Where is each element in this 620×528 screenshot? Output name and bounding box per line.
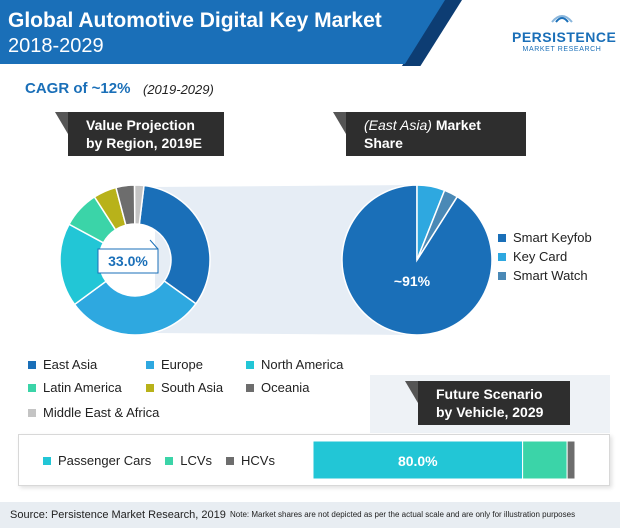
bar-segment-passenger-cars bbox=[313, 440, 524, 480]
donut-slice-middle-east-africa bbox=[133, 184, 145, 226]
legend-swatch bbox=[146, 383, 154, 392]
legend-swatch bbox=[28, 383, 36, 392]
footer-source: Source: Persistence Market Research, 201… bbox=[10, 509, 226, 521]
product-pie-chart: ~91% bbox=[341, 184, 493, 336]
legend-swatch bbox=[28, 408, 36, 417]
vehicle-panel-title: Future Scenario by Vehicle, 2029 bbox=[418, 381, 570, 425]
legend-label: South Asia bbox=[161, 380, 224, 395]
legend-label: Latin America bbox=[43, 380, 122, 395]
logo-main-text: PERSISTENCE bbox=[512, 29, 617, 45]
legend-swatch bbox=[246, 383, 254, 392]
product-title-rest: Market Share bbox=[364, 117, 481, 151]
footer-note: Note: Market shares are not depicted as … bbox=[230, 510, 576, 519]
legend-label: North America bbox=[261, 357, 344, 372]
legend-swatch bbox=[226, 456, 235, 465]
donut-label-box bbox=[97, 248, 159, 274]
legend-label: Oceania bbox=[261, 380, 310, 395]
donut-slice-europe bbox=[73, 279, 197, 336]
legend-swatch bbox=[498, 252, 506, 261]
header-banner bbox=[0, 0, 445, 64]
product-title-italic: (East Asia) bbox=[364, 117, 432, 133]
donut-slice-east-asia bbox=[138, 184, 211, 305]
legend-label: Smart Keyfob bbox=[513, 230, 592, 245]
legend-swatch bbox=[165, 456, 174, 465]
region-legend-item-north-america: North America bbox=[246, 357, 343, 372]
legend-swatch bbox=[498, 271, 506, 280]
region-legend-item-middle-east-africa: Middle East & Africa bbox=[28, 405, 159, 420]
region-donut-label-group: 33.0% bbox=[97, 239, 159, 274]
region-panel-title: Value Projection by Region, 2019E bbox=[68, 112, 224, 156]
legend-swatch bbox=[246, 360, 254, 369]
product-legend-item-2: Key Card bbox=[498, 249, 567, 264]
legend-swatch bbox=[498, 233, 506, 242]
cagr-period: (2019-2029) bbox=[143, 82, 214, 97]
legend-label: Europe bbox=[161, 357, 203, 372]
legend-swatch bbox=[28, 360, 36, 369]
region-title-line1: Value Projection bbox=[86, 117, 195, 133]
pie-data-label: ~91% bbox=[394, 273, 431, 289]
region-legend-item-south-asia: South Asia bbox=[146, 380, 223, 395]
vehicle-panel: Passenger Cars LCVs HCVs 80.0% bbox=[18, 434, 610, 486]
legend-swatch bbox=[146, 360, 154, 369]
vehicle-legend-item-hcvs: HCVs bbox=[226, 453, 275, 468]
product-legend-item-3: Smart Watch bbox=[498, 268, 588, 283]
region-title-line2: by Region, 2019E bbox=[86, 135, 202, 151]
region-legend-item-east-asia: East Asia bbox=[28, 357, 97, 372]
vehicle-title-line2: by Vehicle, 2029 bbox=[436, 404, 544, 420]
product-title-line2: by Product , 2019E bbox=[364, 153, 490, 169]
region-legend-item-europe: Europe bbox=[146, 357, 203, 372]
vehicle-legend-item-lcvs: LCVs bbox=[165, 453, 212, 468]
legend-label: Smart Watch bbox=[513, 268, 588, 283]
region-legend-item-oceania: Oceania bbox=[246, 380, 309, 395]
logo-icon bbox=[551, 15, 573, 23]
region-tag-fold bbox=[55, 112, 68, 134]
donut-label-pointer bbox=[149, 239, 159, 250]
logo: PERSISTENCE MARKET RESEARCH bbox=[512, 10, 617, 66]
page-title: Global Automotive Digital Key Market bbox=[8, 9, 382, 32]
pie-slice-smart-watch bbox=[416, 189, 459, 261]
legend-label: LCVs bbox=[180, 453, 213, 468]
logo-sub-text: MARKET RESEARCH bbox=[522, 46, 602, 53]
legend-label: Middle East & Africa bbox=[43, 405, 160, 420]
region-legend-item-latin-america: Latin America bbox=[28, 380, 122, 395]
legend-label: East Asia bbox=[43, 357, 98, 372]
bar-data-label: 80.0% bbox=[398, 453, 438, 469]
region-donut-chart bbox=[59, 184, 211, 336]
header: Global Automotive Digital Key Market 201… bbox=[0, 0, 620, 70]
footer: Source: Persistence Market Research, 201… bbox=[0, 502, 620, 528]
vehicle-stacked-bar: 80.0% bbox=[313, 440, 576, 480]
product-tag-fold bbox=[333, 112, 346, 134]
bar-segment-hcvs bbox=[566, 440, 576, 480]
vehicle-legend: Passenger Cars LCVs HCVs bbox=[43, 453, 275, 468]
legend-label: Key Card bbox=[513, 249, 568, 264]
legend-label: Passenger Cars bbox=[58, 453, 152, 468]
product-panel-title: (East Asia) Market Share by Product , 20… bbox=[346, 112, 526, 169]
vehicle-tag-fold bbox=[405, 381, 418, 403]
legend-swatch bbox=[43, 456, 51, 465]
bar-segment-lcvs bbox=[522, 440, 568, 480]
donut-data-label: 33.0% bbox=[108, 253, 148, 269]
vehicle-title-line1: Future Scenario bbox=[436, 386, 543, 402]
product-legend-item-1: Smart Keyfob bbox=[498, 230, 592, 245]
vehicle-legend-item-passenger-cars: Passenger Cars bbox=[43, 453, 151, 468]
cagr-label: CAGR of ~12% bbox=[25, 80, 131, 97]
charts-svg: 33.0% ~91% bbox=[59, 184, 493, 336]
page-years: 2018-2029 bbox=[8, 35, 104, 57]
legend-label: HCVs bbox=[241, 453, 275, 468]
